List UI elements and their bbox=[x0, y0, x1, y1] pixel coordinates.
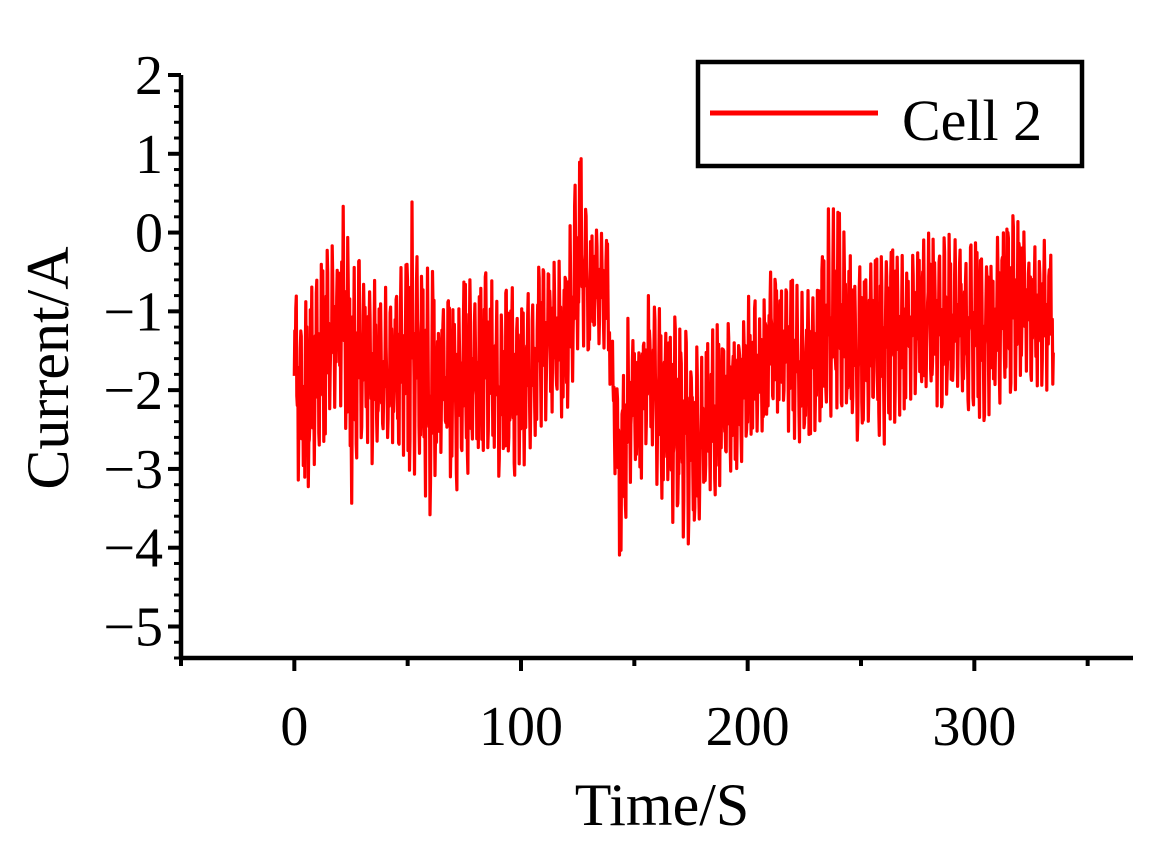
y-axis-title: Current/A bbox=[15, 246, 81, 489]
y-tick-label: −5 bbox=[103, 596, 163, 658]
y-tick-label: −3 bbox=[103, 439, 163, 501]
x-tick-label: 0 bbox=[280, 696, 308, 758]
y-tick-label: 2 bbox=[135, 45, 163, 107]
plot-layer bbox=[292, 157, 1055, 557]
axes-layer bbox=[168, 73, 1133, 671]
series-line-cell-2 bbox=[292, 157, 1055, 557]
x-axis-title: Time/S bbox=[575, 772, 750, 838]
y-tick-label: −2 bbox=[103, 360, 163, 422]
x-tick-label: 300 bbox=[932, 696, 1016, 758]
y-tick-label: −4 bbox=[103, 518, 163, 580]
x-tick-label: 100 bbox=[479, 696, 563, 758]
y-tick-label: −1 bbox=[103, 281, 163, 343]
x-tick-label: 200 bbox=[706, 696, 790, 758]
legend-label: Cell 2 bbox=[902, 88, 1042, 153]
y-tick-label: 1 bbox=[135, 124, 163, 186]
labels-layer: 2 1 0 −1 −2 −3 −4 −5 0 100 200 300 Time/S Current/A bbox=[15, 45, 1016, 838]
legend: Cell 2 bbox=[695, 59, 1085, 169]
y-tick-label: 0 bbox=[135, 203, 163, 265]
